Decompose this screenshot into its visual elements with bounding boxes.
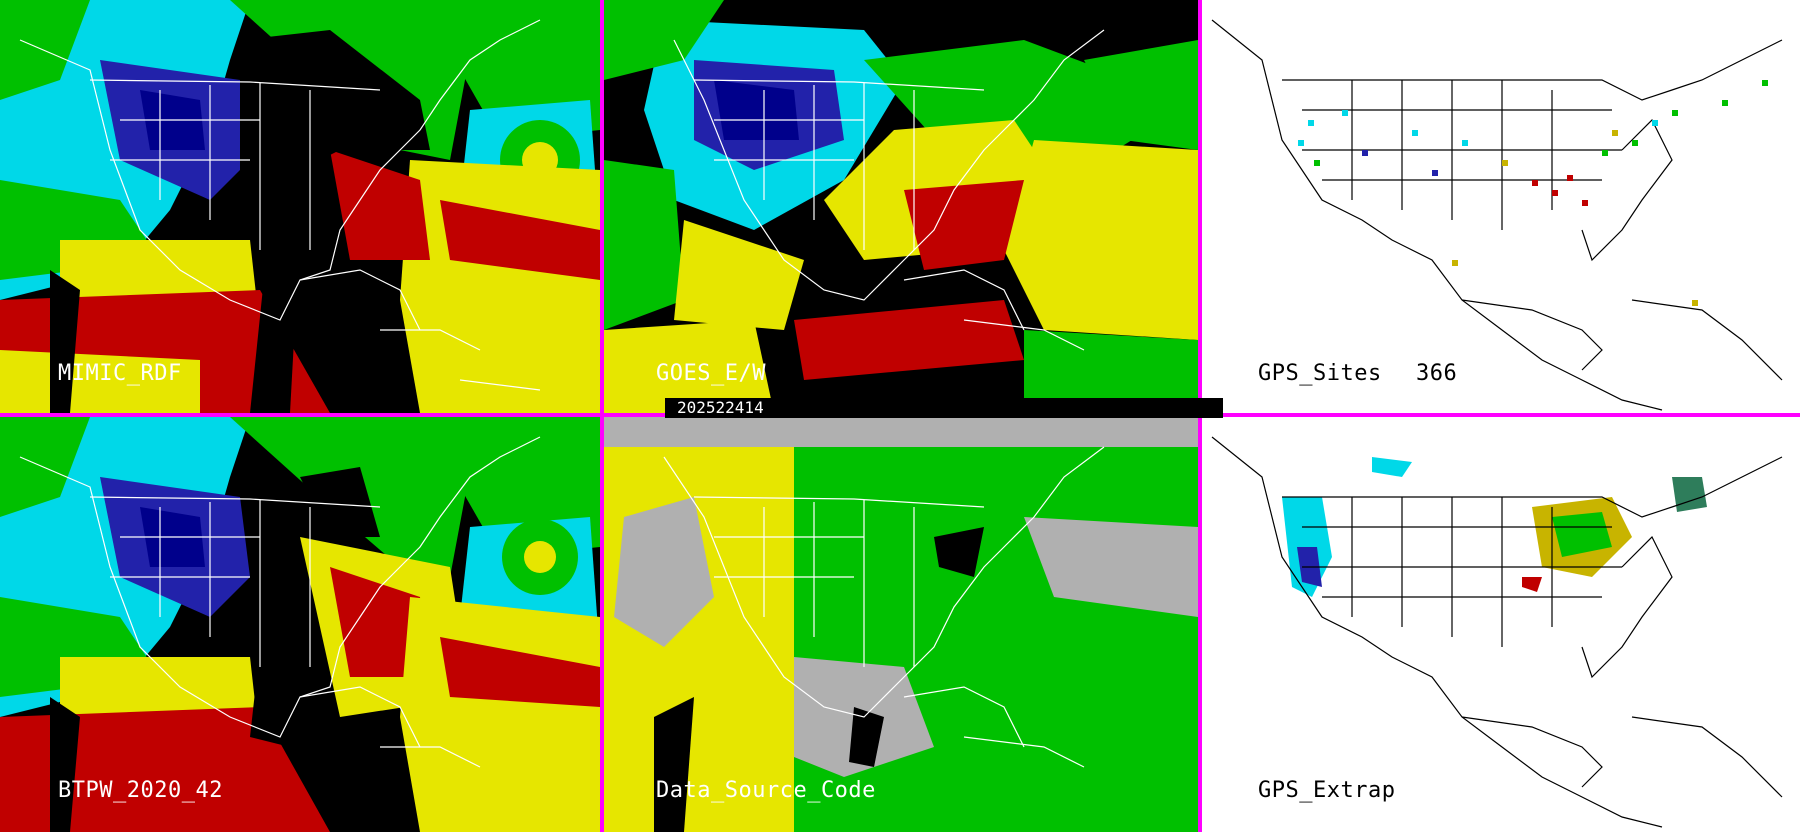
mimic-rdf-map: [0, 0, 600, 413]
panel-gps-sites: GPS_Sites 366: [1202, 0, 1800, 413]
panel-label: Data_Source_Code: [656, 778, 876, 803]
panel-label: GPS_Sites: [1258, 361, 1382, 386]
panel-label: MIMIC_RDF: [58, 361, 182, 386]
panel-btpw: BTPW_2020_42: [0, 417, 600, 832]
gps-site-count: 366: [1416, 361, 1458, 386]
panel-mimic-rdf: MIMIC_RDF: [0, 0, 600, 413]
panel-label: GOES_E/W: [656, 361, 766, 386]
gps-extrap-map: [1202, 417, 1800, 832]
gps-sites-map: [1202, 0, 1800, 413]
panel-data-source-code: Data_Source_Code: [604, 417, 1198, 832]
panel-gps-extrap: GPS_Extrap: [1202, 417, 1800, 832]
gps-site-markers: [1298, 80, 1768, 306]
goes-map: [604, 0, 1198, 413]
timestamp-bar: 202522414: [665, 398, 1223, 418]
panel-goes-e-w: GOES_E/W: [604, 0, 1198, 413]
panel-label: BTPW_2020_42: [58, 778, 223, 803]
panel-label: GPS_Extrap: [1258, 778, 1396, 803]
btpw-map: [0, 417, 600, 832]
data-source-map: [604, 417, 1198, 832]
timestamp: 202522414: [677, 398, 764, 417]
